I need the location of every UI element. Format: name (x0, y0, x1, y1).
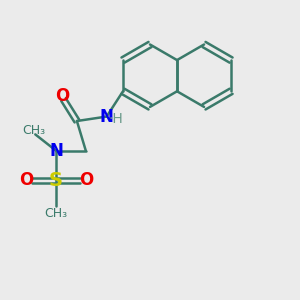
Text: N: N (100, 108, 114, 126)
Text: CH₃: CH₃ (22, 124, 45, 137)
Text: O: O (79, 172, 94, 190)
Text: CH₃: CH₃ (44, 207, 68, 220)
Text: ·H: ·H (109, 112, 124, 126)
Text: O: O (19, 172, 33, 190)
Text: S: S (49, 171, 63, 190)
Text: O: O (55, 87, 69, 105)
Text: N: N (49, 142, 63, 160)
